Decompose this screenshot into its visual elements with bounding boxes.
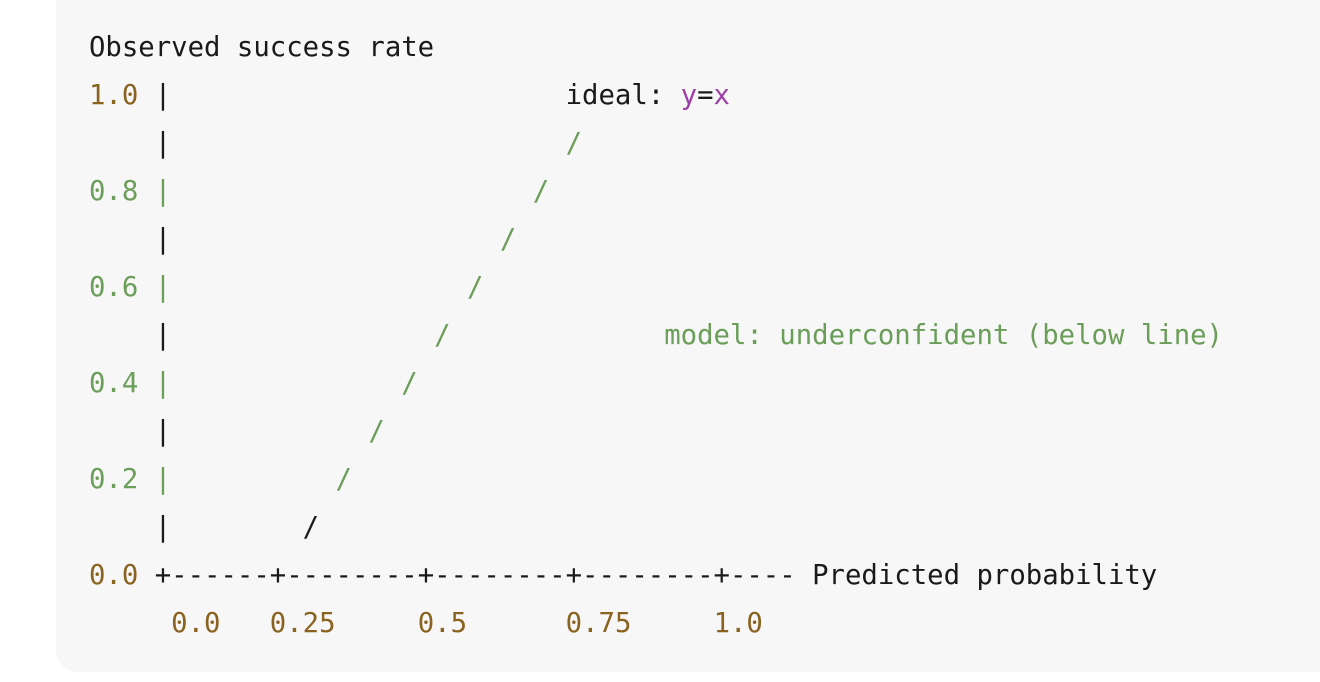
plot-row-7: 0.4 | / xyxy=(89,360,1223,408)
plot-row-4: | / xyxy=(89,216,1223,264)
ideal-x: x xyxy=(713,80,730,111)
code-panel xyxy=(56,0,1320,672)
ideal-eq: = xyxy=(697,80,714,111)
y-axis-bar: | xyxy=(154,368,172,399)
y-tick-0-8: 0.8 xyxy=(89,176,139,207)
y-tick-0-2: 0.2 xyxy=(89,464,139,495)
ideal-line-segment: / xyxy=(499,224,517,255)
plot-row-6: | / model: underconfident (below line) xyxy=(89,312,1223,360)
y-tick-1-0: 1.0 xyxy=(89,80,139,111)
plot-row-9: 0.2 | / xyxy=(89,456,1223,504)
y-axis-bar: | xyxy=(154,224,172,255)
y-axis-bar: | xyxy=(154,128,172,159)
plot-row-10: | / xyxy=(89,504,1223,552)
y-tick-0-0: 0.0 xyxy=(89,560,139,591)
y-axis-title: Observed success rate xyxy=(89,32,435,63)
y-axis-title-line: Observed success rate xyxy=(89,24,1223,72)
y-axis-bar: | xyxy=(154,272,172,303)
y-axis-bar: | xyxy=(154,80,172,111)
x-ticks-line: 0.0 0.25 0.5 0.75 1.0 xyxy=(89,600,1223,648)
ideal-line-segment: / xyxy=(565,128,583,159)
x-axis-line: 0.0 +------+--------+--------+--------+-… xyxy=(89,552,1223,600)
y-axis-bar: | xyxy=(154,464,172,495)
x-tick-0-25: 0.25 xyxy=(269,608,336,639)
y-tick-0-4: 0.4 xyxy=(89,368,139,399)
ideal-line-segment: / xyxy=(532,176,550,207)
plot-row-2: | / xyxy=(89,120,1223,168)
x-tick-0-0: 0.0 xyxy=(171,608,221,639)
ideal-label: ideal: xyxy=(565,80,681,111)
ideal-line-segment: / xyxy=(335,464,352,495)
plot-row-5: 0.6 | / xyxy=(89,264,1223,312)
ideal-line-segment: / xyxy=(302,512,320,543)
model-label: model: underconfident (below line) xyxy=(664,320,1223,351)
ideal-line-segment: / xyxy=(368,416,385,447)
y-axis-bar: | xyxy=(154,176,172,207)
x-tick-0-75: 0.75 xyxy=(565,608,632,639)
plot-row-1: 1.0 | ideal: y=x xyxy=(89,72,1223,120)
y-tick-0-6: 0.6 xyxy=(89,272,139,303)
plot-row-3: 0.8 | / xyxy=(89,168,1223,216)
ideal-y: y xyxy=(680,80,698,111)
x-axis-title: Predicted probability xyxy=(812,560,1158,591)
x-tick-0-5: 0.5 xyxy=(417,608,468,639)
x-axis: +------+--------+--------+--------+---- xyxy=(154,560,796,591)
y-axis-bar: | xyxy=(154,416,172,447)
x-tick-1-0: 1.0 xyxy=(713,608,763,639)
y-axis-bar: | xyxy=(154,512,172,543)
ideal-line-segment: / xyxy=(401,368,418,399)
ideal-line-segment: / xyxy=(434,320,451,351)
y-axis-bar: | xyxy=(154,320,172,351)
calibration-ascii-plot: Observed success rate 1.0 | ideal: y=x | … xyxy=(89,24,1223,648)
ideal-line-segment: / xyxy=(467,272,484,303)
plot-row-8: | / xyxy=(89,408,1223,456)
